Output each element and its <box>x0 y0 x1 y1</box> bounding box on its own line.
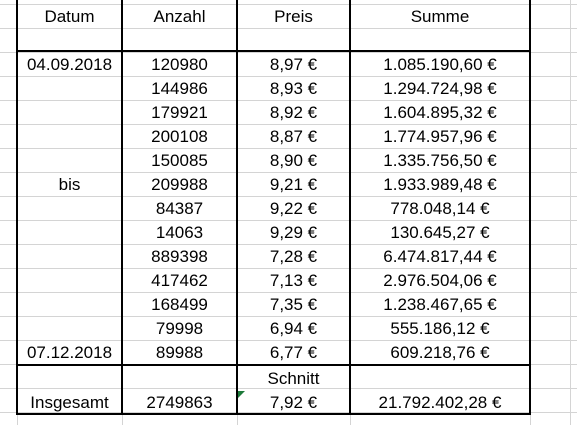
cell-anzahl[interactable]: 179921 <box>151 102 208 122</box>
cell-anzahl[interactable]: 144986 <box>151 78 208 98</box>
cell-anzahl[interactable]: 168499 <box>151 294 208 314</box>
cell-anzahl[interactable]: 84387 <box>155 198 204 218</box>
cell-datum[interactable] <box>17 100 122 124</box>
cell-indicator-icon <box>238 391 245 398</box>
cell-datum[interactable]: 07.12.2018 <box>26 342 113 362</box>
cell-preis[interactable]: 7,35 € <box>269 294 318 314</box>
border-col-1 <box>121 0 123 415</box>
cell-preis[interactable]: 6,94 € <box>269 318 318 338</box>
border-col-2 <box>236 0 238 415</box>
cell-datum[interactable]: 04.09.2018 <box>26 54 113 74</box>
cell-summe[interactable]: 1.604.895,32 € <box>383 102 497 122</box>
cell-anzahl[interactable]: 150085 <box>151 150 208 170</box>
cell-preis[interactable]: 6,77 € <box>269 342 318 362</box>
border-col-3 <box>349 0 351 415</box>
cell-datum[interactable] <box>17 244 122 268</box>
border-left <box>16 0 18 415</box>
cell-preis[interactable]: 9,22 € <box>269 198 318 218</box>
cell-preis[interactable]: 9,21 € <box>269 174 318 194</box>
cell-anzahl[interactable]: 200108 <box>151 126 208 146</box>
cell-datum[interactable] <box>17 268 122 292</box>
cell-datum[interactable] <box>17 76 122 100</box>
totals-preis[interactable]: 7,92 € <box>269 392 318 412</box>
cell-preis[interactable]: 7,28 € <box>269 246 318 266</box>
totals-anzahl[interactable]: 2749863 <box>146 392 213 412</box>
cell-summe[interactable]: 1.238.467,65 € <box>383 294 497 314</box>
cell-anzahl[interactable]: 120980 <box>151 54 208 74</box>
cell-anzahl[interactable]: 889398 <box>151 246 208 266</box>
header-preis[interactable]: Preis <box>274 6 313 26</box>
cell-summe[interactable]: 555.186,12 € <box>390 318 490 338</box>
cell-summe[interactable]: 778.048,14 € <box>390 198 490 218</box>
cell-preis[interactable]: 9,29 € <box>269 222 318 242</box>
cell-summe[interactable]: 6.474.817,44 € <box>383 246 497 266</box>
cell-preis[interactable]: 8,87 € <box>269 126 318 146</box>
cell-datum[interactable] <box>17 148 122 172</box>
border-header-bottom <box>16 50 531 52</box>
cell-datum[interactable]: bis <box>58 174 81 194</box>
cell-summe[interactable]: 609.218,76 € <box>390 342 490 362</box>
cell-summe[interactable]: 1.933.989,48 € <box>383 174 497 194</box>
cell-summe[interactable]: 1.294.724,98 € <box>383 78 497 98</box>
cell-anzahl[interactable]: 14063 <box>155 222 204 242</box>
cell-datum[interactable] <box>17 220 122 244</box>
cell-preis[interactable]: 7,13 € <box>269 270 318 290</box>
cell-preis[interactable]: 8,93 € <box>269 78 318 98</box>
schnitt-label[interactable]: Schnitt <box>267 368 320 388</box>
border-right <box>529 0 531 415</box>
header-summe[interactable]: Summe <box>410 6 470 26</box>
cell-summe[interactable]: 1.085.190,60 € <box>383 54 497 74</box>
cell-preis[interactable]: 8,90 € <box>269 150 318 170</box>
cell-summe[interactable]: 2.976.504,06 € <box>383 270 497 290</box>
border-data-bottom <box>16 364 531 366</box>
cell-datum[interactable] <box>17 292 122 316</box>
border-bottom <box>16 413 531 415</box>
header-anzahl[interactable]: Anzahl <box>153 6 206 26</box>
totals-label[interactable]: Insgesamt <box>30 392 109 412</box>
totals-summe[interactable]: 21.792.402,28 € <box>378 392 502 412</box>
cell-preis[interactable]: 8,92 € <box>269 102 318 122</box>
cell-anzahl[interactable]: 209988 <box>151 174 208 194</box>
cell-summe[interactable]: 1.335.756,50 € <box>383 150 497 170</box>
cell-datum[interactable] <box>17 124 122 148</box>
cell-datum[interactable] <box>17 196 122 220</box>
cell-anzahl[interactable]: 417462 <box>151 270 208 290</box>
cell-datum[interactable] <box>17 316 122 340</box>
cell-preis[interactable]: 8,97 € <box>269 54 318 74</box>
cell-anzahl[interactable]: 89988 <box>155 342 204 362</box>
cell-summe[interactable]: 1.774.957,96 € <box>383 126 497 146</box>
cell-anzahl[interactable]: 79998 <box>155 318 204 338</box>
cell-summe[interactable]: 130.645,27 € <box>390 222 490 242</box>
header-datum[interactable]: Datum <box>44 6 95 26</box>
